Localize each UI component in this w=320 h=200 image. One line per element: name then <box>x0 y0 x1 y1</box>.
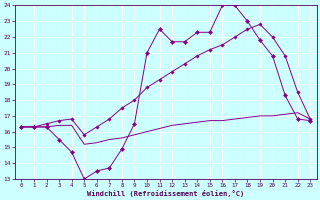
X-axis label: Windchill (Refroidissement éolien,°C): Windchill (Refroidissement éolien,°C) <box>87 190 244 197</box>
